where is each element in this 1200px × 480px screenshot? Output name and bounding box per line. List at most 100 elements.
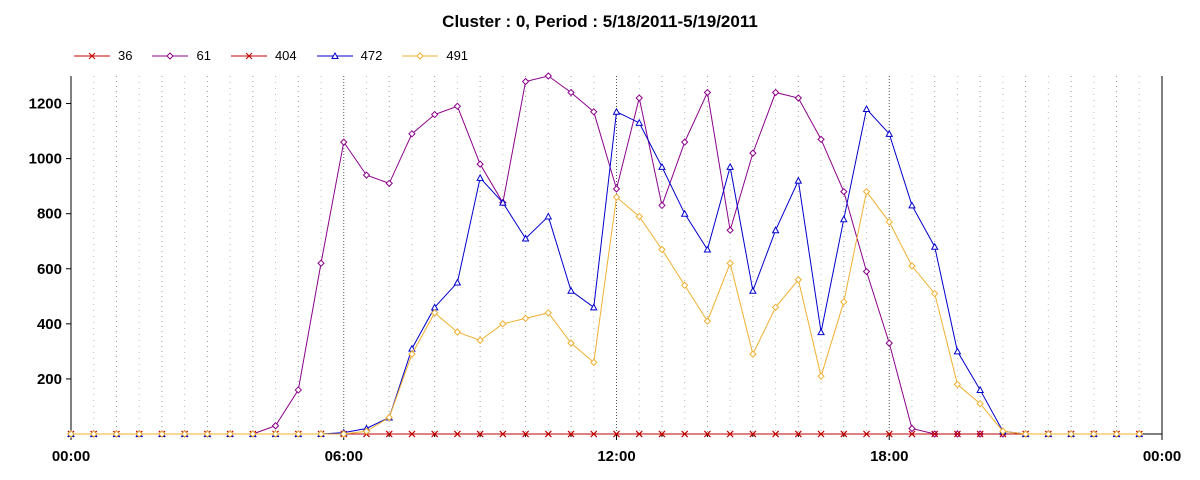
data-point-404: [749, 430, 757, 438]
data-point-491: [1090, 430, 1098, 438]
data-point-491: [817, 372, 825, 380]
data-point-61: [612, 185, 621, 193]
data-point-472: [680, 209, 689, 217]
data-point-491: [499, 320, 507, 328]
data-point-472: [885, 129, 894, 137]
data-point-491: [453, 328, 462, 336]
x-tick-label: 06:00: [325, 448, 363, 465]
data-point-61: [340, 138, 348, 146]
series-491: [67, 187, 1143, 438]
data-point-61: [862, 267, 871, 276]
data-point-61: [703, 88, 712, 97]
data-point-404: [863, 430, 870, 438]
y-tick-label: 200: [37, 371, 62, 388]
data-point-61: [521, 77, 530, 86]
legend-swatch: [402, 51, 439, 60]
legend-item-491: 491: [402, 48, 468, 63]
data-point-472: [930, 242, 939, 250]
data-point-61: [567, 88, 575, 97]
data-point-491: [1021, 430, 1030, 438]
data-point-472: [794, 176, 803, 184]
data-point-61: [453, 102, 462, 110]
data-point-491: [953, 380, 962, 389]
data-point-472: [817, 328, 825, 336]
data-point-491: [340, 430, 348, 438]
data-point-404: [772, 430, 779, 438]
data-point-61: [385, 179, 393, 188]
legend-item-61: 61: [152, 48, 211, 63]
data-point-404: [794, 430, 802, 438]
data-point-491: [612, 193, 621, 201]
data-point-491: [294, 430, 302, 438]
series-line-61: [71, 75, 1140, 435]
series-line-472: [71, 107, 1140, 435]
data-point-404: [635, 430, 643, 438]
legend-swatch: [74, 52, 110, 59]
data-point-491: [862, 187, 871, 196]
y-tick-label: 800: [37, 206, 62, 223]
data-point-491: [1112, 430, 1121, 438]
legend-label: 36: [118, 48, 133, 63]
data-point-61: [544, 72, 553, 80]
legend-label: 491: [446, 48, 469, 63]
data-point-491: [67, 430, 75, 438]
grid: [70, 76, 1163, 434]
data-point-491: [1135, 430, 1143, 438]
legend-item-36: 36: [74, 48, 132, 63]
data-point-491: [203, 430, 212, 438]
data-point-404: [976, 430, 984, 438]
data-point-404: [885, 430, 893, 438]
data-point-472: [521, 234, 530, 242]
legend-swatch: [152, 51, 189, 60]
data-point-491: [658, 245, 666, 254]
data-point-61: [817, 135, 825, 144]
data-point-491: [226, 430, 234, 438]
data-point-404: [613, 430, 620, 438]
data-point-472: [453, 278, 462, 286]
data-point-491: [749, 350, 757, 358]
data-point-404: [476, 430, 484, 438]
data-point-491: [680, 281, 689, 289]
data-point-61: [771, 88, 780, 97]
legend-label: 61: [196, 48, 211, 63]
data-point-472: [612, 107, 621, 115]
data-point-404: [522, 430, 529, 438]
legend-item-404: 404: [230, 48, 297, 63]
data-point-491: [90, 430, 98, 438]
y-tick-label: 600: [37, 261, 62, 278]
legend-item-472: 472: [316, 48, 383, 63]
data-point-61: [430, 110, 439, 119]
data-point-491: [158, 430, 166, 438]
data-point-61: [680, 138, 689, 146]
data-point-491: [999, 427, 1007, 435]
data-point-472: [635, 118, 644, 126]
data-point-404: [817, 430, 825, 438]
data-point-404: [408, 430, 416, 438]
data-point-491: [430, 309, 439, 317]
data-point-491: [771, 303, 780, 312]
data-point-472: [908, 201, 916, 209]
data-point-491: [317, 430, 325, 438]
series-61: [67, 72, 1143, 438]
data-point-491: [476, 336, 484, 345]
data-point-404: [681, 430, 689, 438]
data-point-404: [954, 430, 961, 438]
data-point-61: [726, 226, 734, 234]
data-point-491: [362, 427, 371, 435]
data-point-491: [885, 218, 893, 226]
legend-swatch: [230, 52, 267, 59]
data-point-61: [271, 422, 280, 430]
legend-label: 472: [360, 48, 383, 63]
data-point-404: [544, 430, 552, 438]
data-point-61: [317, 259, 325, 267]
legend: 36 61 404 472 491: [74, 48, 468, 63]
data-point-472: [703, 245, 712, 253]
data-point-491: [521, 314, 530, 323]
data-point-472: [544, 212, 553, 220]
data-point-404: [658, 430, 666, 438]
data-point-404: [590, 430, 598, 438]
data-point-404: [931, 430, 939, 438]
data-point-491: [271, 430, 280, 438]
data-point-472: [862, 105, 871, 113]
